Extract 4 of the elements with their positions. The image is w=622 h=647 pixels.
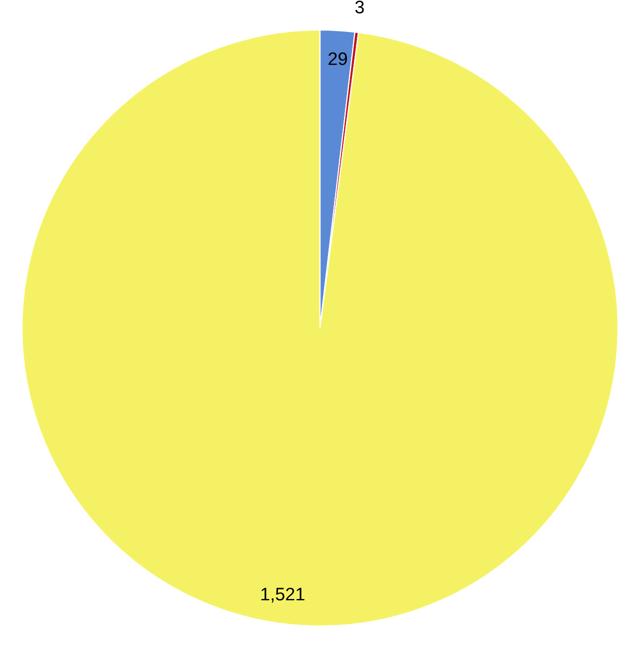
data-label: 29 — [328, 52, 347, 66]
pie-slice — [21, 29, 619, 627]
data-label: 3 — [355, 0, 364, 14]
data-label: 1,521 — [261, 588, 304, 603]
